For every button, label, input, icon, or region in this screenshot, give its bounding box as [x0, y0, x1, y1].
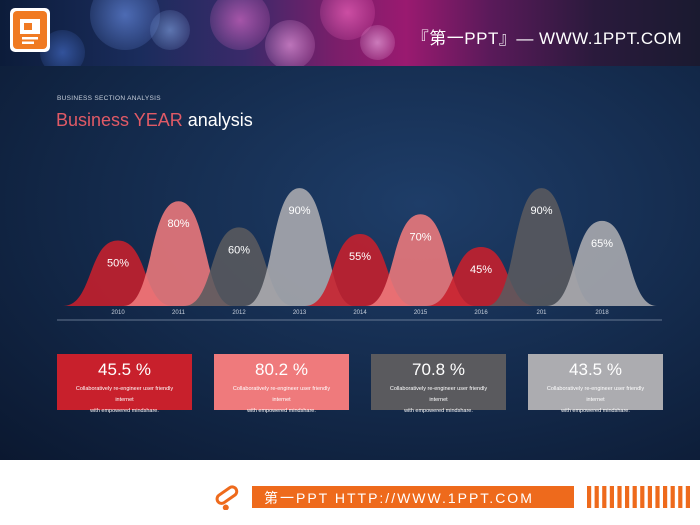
stripe	[587, 486, 592, 508]
curve-2015	[365, 214, 476, 306]
stat-description-line: Collaboratively re-engineer user friendl…	[75, 386, 174, 403]
section-subtitle: BUSINESS SECTION ANALYSIS	[57, 95, 161, 102]
curve-layer	[63, 188, 657, 306]
stripe	[632, 486, 637, 508]
pen-icon	[215, 485, 239, 510]
stripe	[647, 486, 652, 508]
stat-box: 80.2 % Collaboratively re-engineer user f…	[214, 354, 349, 414]
x-tick-label: 2014	[353, 310, 367, 316]
stat-description-line: Collaboratively re-engineer user friendl…	[232, 386, 331, 403]
curve-2018	[547, 220, 657, 306]
curve-2011	[123, 201, 234, 306]
stripe	[625, 486, 630, 508]
stripe	[609, 486, 614, 508]
title-highlight: Business YEAR	[56, 110, 183, 130]
stripe	[663, 486, 668, 508]
banner-title: 『第一PPT』— WWW.1PPT.COM	[411, 29, 682, 48]
value-label: 65%	[591, 238, 613, 250]
powerpoint-logo-icon	[10, 8, 50, 52]
x-tick-label: 2016	[474, 310, 488, 316]
stat-description-line: with empowered mindshare.	[561, 408, 630, 414]
value-label: 70%	[409, 231, 431, 243]
footer-url: 第一PPT HTTP://WWW.1PPT.COM	[264, 490, 534, 506]
footer: 第一PPT HTTP://WWW.1PPT.COM	[0, 460, 700, 525]
x-tick-label: 2013	[293, 310, 307, 316]
stripe	[655, 486, 660, 508]
title-rest: analysis	[182, 110, 253, 130]
stat-description-line: with empowered mindshare.	[90, 408, 159, 414]
bokeh-light	[360, 25, 395, 60]
stripe	[678, 486, 683, 508]
curve-201	[486, 188, 597, 306]
x-tick-label: 2018	[595, 310, 609, 316]
x-tick-label: 2011	[172, 310, 186, 316]
stat-value: 80.2 %	[255, 360, 308, 379]
label-layer: 50% 2010 80% 2011 60% 2012 90% 2013 55% 2014 70% 20…	[107, 205, 613, 316]
stripe	[617, 486, 622, 508]
value-label: 90%	[530, 205, 552, 217]
value-label: 45%	[470, 264, 492, 276]
x-tick-label: 2010	[111, 310, 125, 316]
curve-2013	[244, 188, 355, 306]
stripe	[640, 486, 645, 508]
value-label: 55%	[349, 251, 371, 263]
stripe	[670, 486, 675, 508]
stat-description: Collaboratively re-engineer user friendl…	[67, 384, 182, 417]
chart-slide: BUSINESS SECTION ANALYSIS Business YEAR …	[0, 66, 700, 460]
stat-box: 70.8 % Collaboratively re-engineer user f…	[371, 354, 506, 414]
stat-description: Collaboratively re-engineer user friendl…	[381, 384, 496, 417]
stat-description: Collaboratively re-engineer user friendl…	[224, 384, 339, 417]
bokeh-light	[265, 20, 315, 66]
stat-description-line: with empowered mindshare.	[404, 408, 473, 414]
stat-value: 70.8 %	[412, 360, 465, 379]
bokeh-light	[210, 0, 270, 50]
stat-box: 43.5 % Collaboratively re-engineer user f…	[528, 354, 663, 414]
stat-value: 45.5 %	[98, 360, 151, 379]
stat-description: Collaboratively re-engineer user friendl…	[538, 384, 653, 417]
stat-description-line: with empowered mindshare.	[247, 408, 316, 414]
stat-value: 43.5 %	[569, 360, 622, 379]
stat-description-line: Collaboratively re-engineer user friendl…	[389, 386, 488, 403]
x-tick-label: 2012	[232, 310, 246, 316]
stripe	[594, 486, 599, 508]
footer-bar	[252, 486, 574, 508]
x-tick-label: 201	[536, 310, 547, 316]
value-label: 60%	[228, 244, 250, 256]
section-title: Business YEAR analysis	[56, 110, 253, 131]
stripe	[602, 486, 607, 508]
x-tick-label: 2015	[414, 310, 428, 316]
value-label: 50%	[107, 258, 129, 270]
value-label: 90%	[288, 205, 310, 217]
stripe	[685, 486, 690, 508]
bokeh-light	[150, 10, 190, 50]
bell-curve-chart: 50% 2010 80% 2011 60% 2012 90% 2013 55% 2014 70% 20…	[57, 188, 662, 321]
stat-description-line: Collaboratively re-engineer user friendl…	[546, 386, 645, 403]
value-label: 80%	[167, 218, 189, 230]
decorative-stripes	[587, 486, 690, 508]
stat-box: 45.5 % Collaboratively re-engineer user f…	[57, 354, 192, 414]
top-banner: 『第一PPT』— WWW.1PPT.COM	[0, 0, 700, 66]
